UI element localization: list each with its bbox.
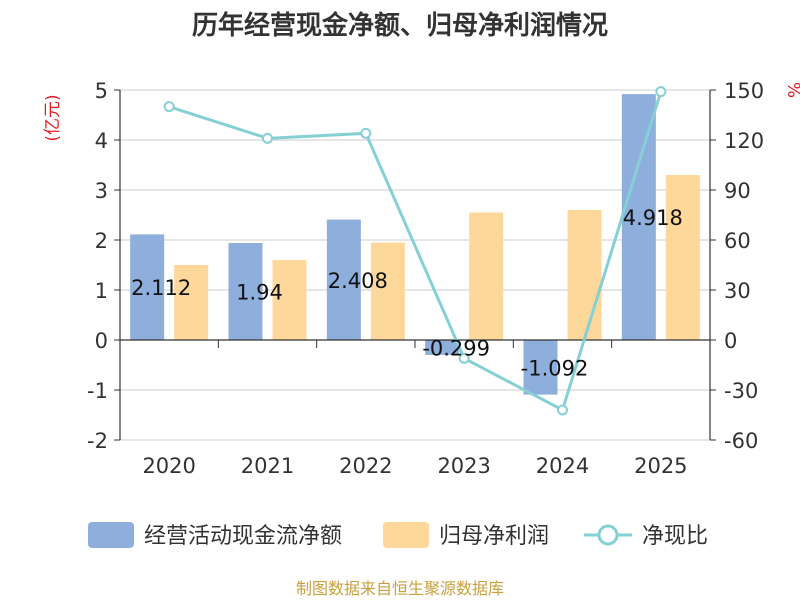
profit-bar (174, 265, 209, 340)
ratio-line (163, 86, 667, 416)
cashflow-bar (228, 243, 263, 340)
cashflow-data-label: 2.408 (328, 269, 388, 293)
ratio-line-path (168, 91, 663, 413)
cashflow-bar (621, 94, 656, 340)
x-axis-label: 2020 (142, 454, 195, 478)
bars (130, 94, 700, 395)
left-axis-tick-label: 3 (95, 179, 108, 203)
legend-swatch-ratio-marker (597, 524, 619, 546)
x-axis-label: 2023 (437, 454, 490, 478)
legend-swatch-profit (383, 522, 429, 548)
legend-label-cashflow: 经营活动现金流净额 (144, 524, 342, 549)
left-axis-tick-label: -1 (87, 379, 108, 403)
right-axis-tick-label: 90 (724, 179, 751, 203)
source-note: 制图数据来自恒生聚源数据库 (296, 579, 504, 598)
right-axis-tick-label: 60 (724, 229, 751, 253)
right-axis-tick-label: 30 (724, 279, 751, 303)
legend-item-ratio[interactable]: 净现比 (584, 524, 708, 549)
profit-bar (272, 260, 307, 340)
right-axis-tick-label: 120 (724, 129, 764, 153)
x-axis-label: 2025 (634, 454, 687, 478)
grid-lines (120, 89, 710, 441)
cashflow-bar (130, 234, 165, 340)
legend-swatch-cashflow (88, 522, 134, 548)
ratio-point (163, 101, 175, 113)
profit-bar (567, 210, 602, 340)
left-axis-tick-label: 2 (95, 229, 108, 253)
right-axis-unit: % (783, 82, 800, 98)
cashflow-data-label: 1.94 (236, 281, 283, 305)
data-labels: 2.112 1.94 2.408 -0.299 -1.092 4.918 (131, 206, 683, 380)
legend-item-profit[interactable]: 归母净利润 (383, 522, 549, 549)
ratio-point (360, 127, 372, 139)
right-axis-tick-label: -60 (724, 429, 758, 453)
legend: 经营活动现金流净额 归母净利润 净现比 (88, 522, 708, 549)
axes: -2 -1 0 1 2 3 4 5 -60 -30 0 30 60 90 120 150 2020 2021 202… (87, 79, 764, 478)
left-axis-unit: (亿元) (43, 94, 63, 141)
profit-bar (665, 175, 700, 340)
left-axis-tick-label: 4 (95, 129, 108, 153)
left-axis-tick-label: 5 (95, 79, 108, 103)
left-axis-tick-label: -2 (87, 429, 108, 453)
x-axis-label: 2021 (241, 454, 294, 478)
ratio-point (262, 132, 273, 144)
cashflow-data-label: 4.918 (623, 206, 683, 230)
cashflow-bar (326, 219, 361, 340)
x-axis-label: 2022 (339, 454, 392, 478)
cashflow-data-label: -1.092 (521, 356, 589, 380)
left-axis-tick-label: 0 (95, 329, 108, 353)
profit-bar (469, 212, 504, 340)
legend-item-cashflow[interactable]: 经营活动现金流净额 (88, 522, 342, 549)
cashflow-data-label: -0.299 (422, 336, 490, 360)
left-axis-tick-label: 1 (95, 279, 108, 303)
ratio-point (557, 404, 568, 416)
legend-label-ratio: 净现比 (642, 524, 708, 549)
cashflow-bar (425, 340, 460, 355)
x-axis-label: 2024 (536, 454, 589, 478)
profit-bar (370, 242, 405, 340)
ratio-point (655, 86, 667, 98)
cashflow-data-label: 2.112 (131, 276, 191, 300)
right-axis-tick-label: -30 (724, 379, 758, 403)
legend-label-profit: 归母净利润 (439, 524, 549, 549)
chart-title: 历年经营现金净额、归母净利润情况 (192, 10, 608, 41)
cashflow-bar (523, 340, 558, 395)
right-axis-tick-label: 0 (724, 329, 737, 353)
ratio-point (458, 352, 470, 364)
right-axis-tick-label: 150 (724, 79, 764, 103)
